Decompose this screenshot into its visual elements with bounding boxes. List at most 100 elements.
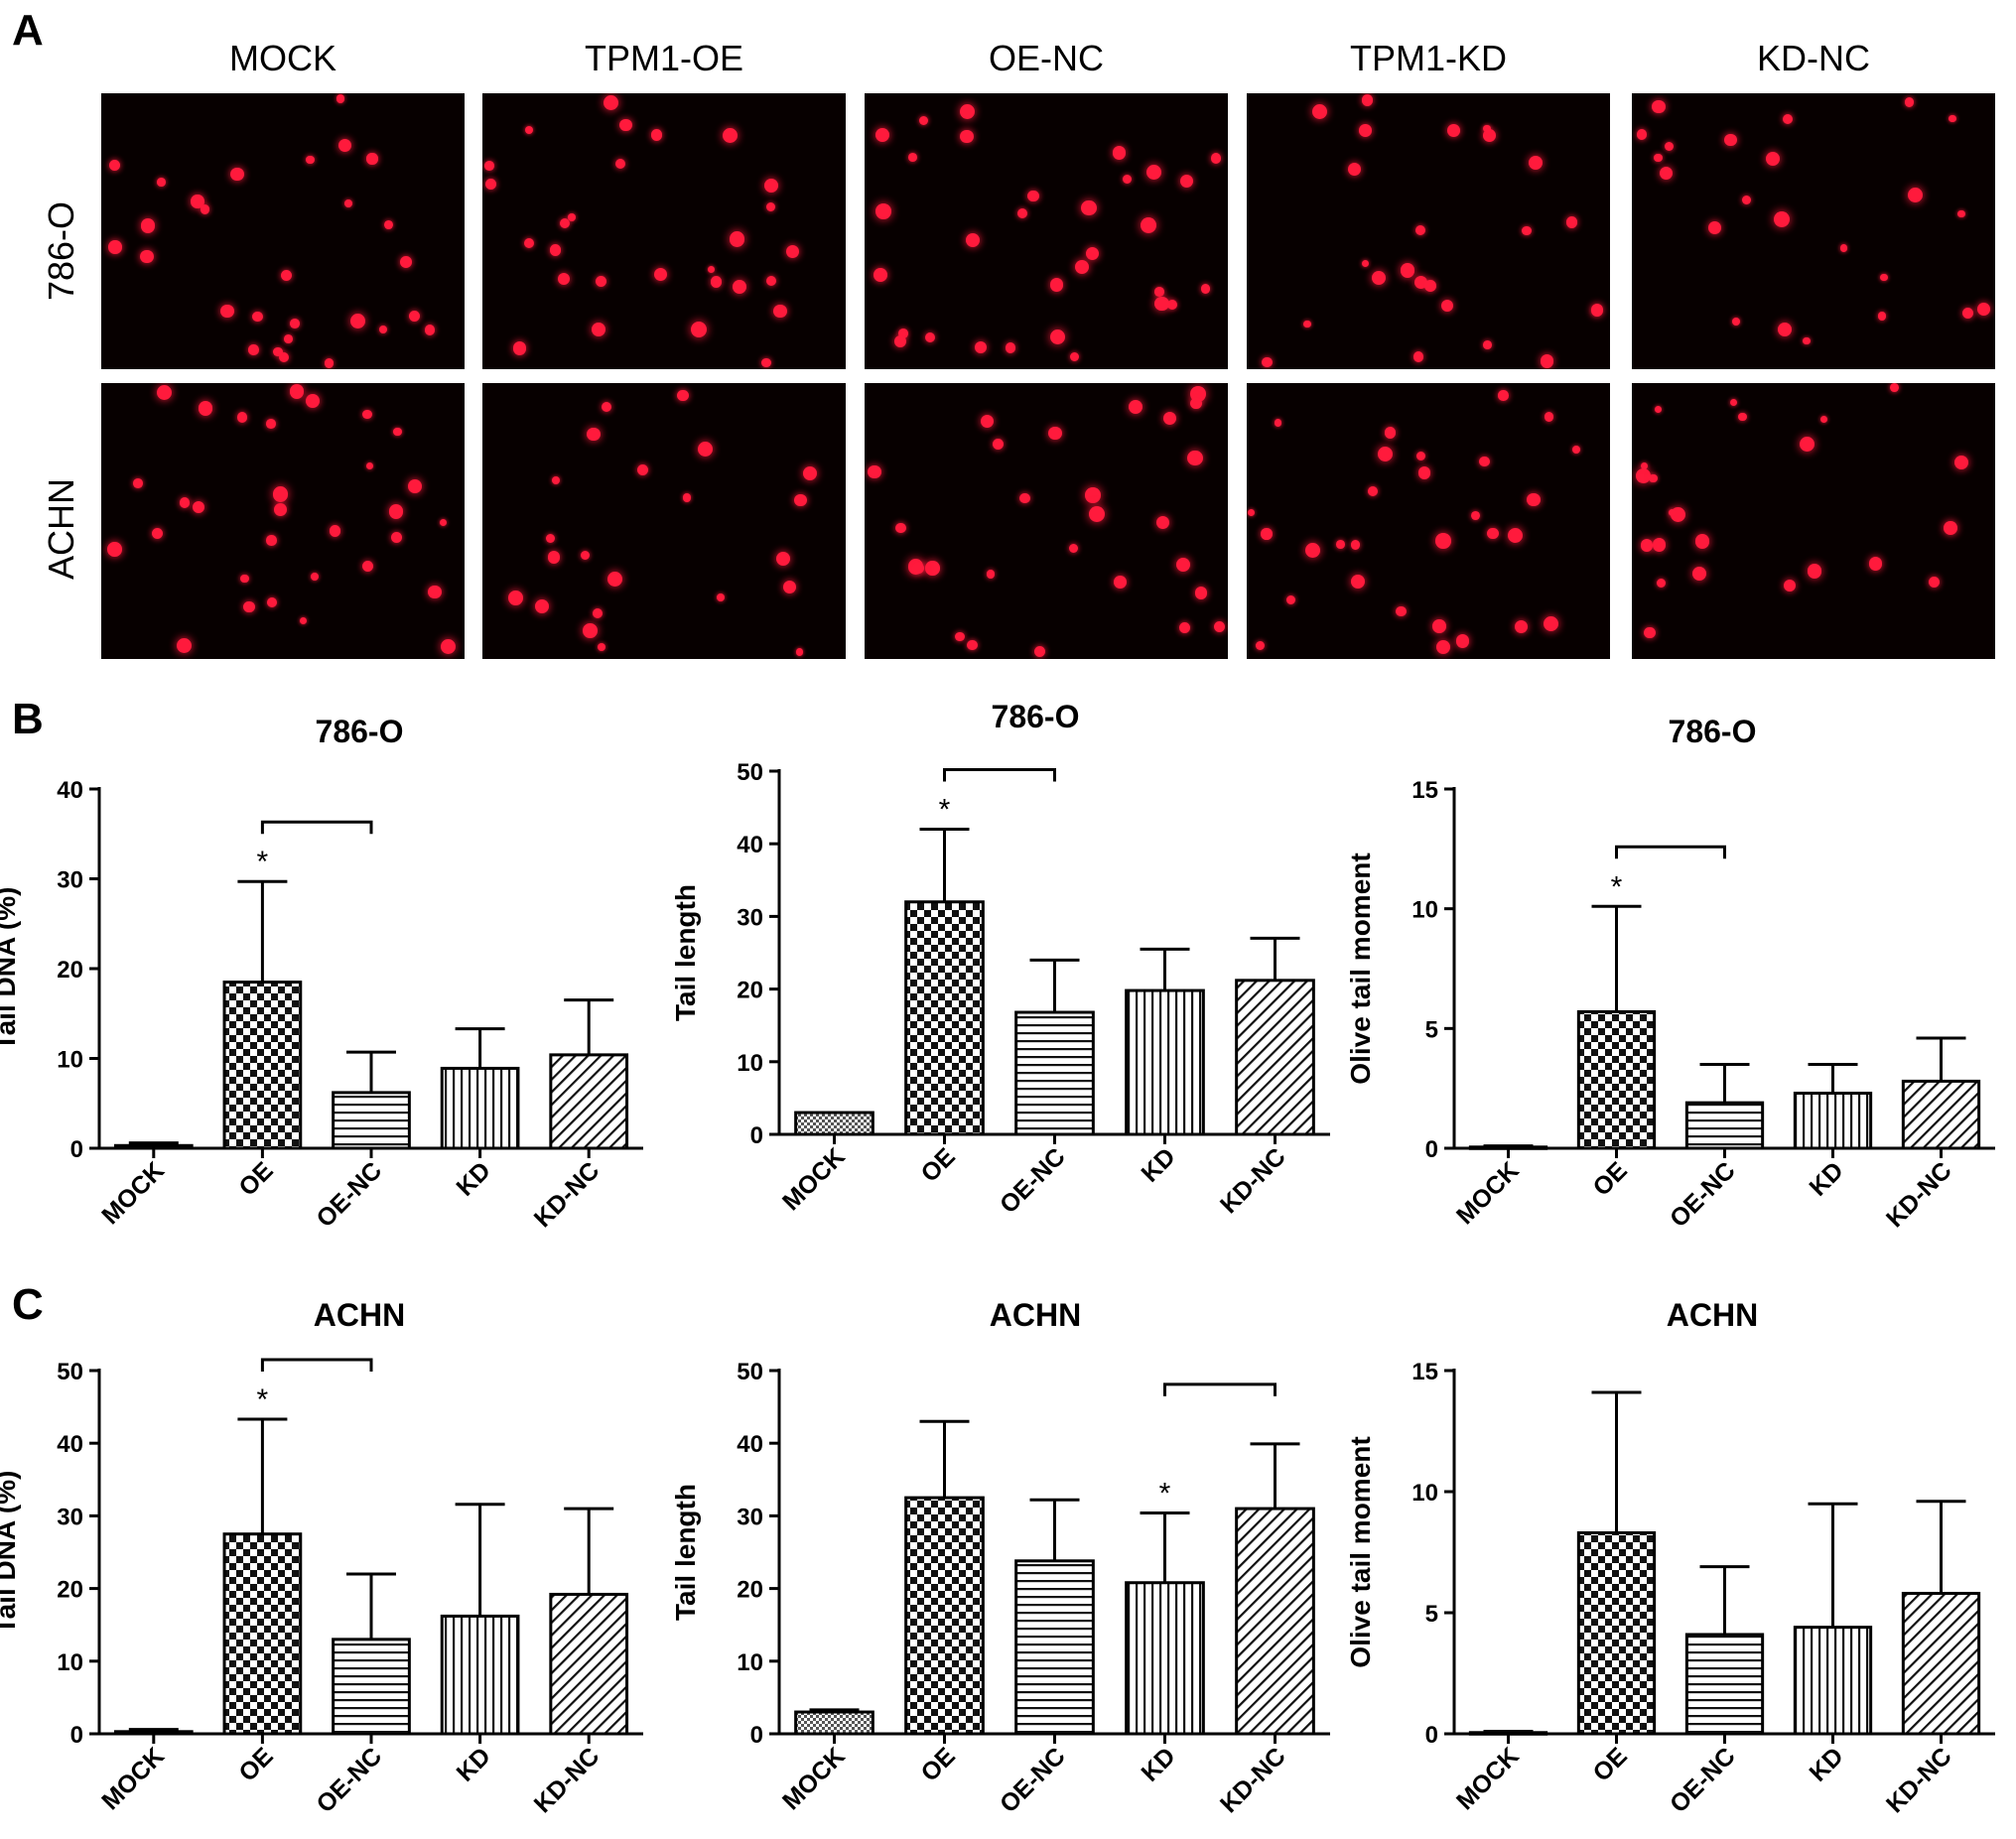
y-tick-label: 15: [1411, 777, 1438, 804]
x-tick-label: MOCK: [777, 1142, 851, 1216]
y-tick-label: 5: [1425, 1016, 1438, 1043]
cell-nucleus: [710, 275, 723, 288]
y-tick-label: 30: [737, 904, 763, 931]
cell-nucleus: [1194, 587, 1208, 599]
cell-nucleus: [336, 94, 344, 103]
cell-nucleus: [508, 590, 524, 605]
cell-nucleus: [1889, 383, 1899, 393]
cell-nucleus: [1880, 274, 1888, 282]
cell-nucleus: [975, 341, 988, 354]
cell-nucleus: [1799, 436, 1814, 452]
column-label-tpm1-oe: TPM1-OE: [584, 38, 743, 78]
cell-nucleus: [157, 178, 166, 187]
cell-nucleus: [1691, 567, 1706, 582]
cell-nucleus: [1155, 515, 1169, 529]
cell-nucleus: [1644, 626, 1656, 639]
cell-nucleus: [1069, 352, 1079, 362]
y-tick-label: 0: [70, 1722, 83, 1749]
x-tick-label: MOCK: [96, 1156, 170, 1230]
cell-nucleus: [1877, 311, 1887, 321]
cell-nucleus: [598, 642, 606, 651]
cell-nucleus: [362, 560, 374, 572]
cell-nucleus: [875, 203, 892, 220]
y-tick-label: 40: [57, 777, 83, 804]
cell-nucleus: [765, 201, 775, 211]
cell-nucleus: [1200, 284, 1211, 294]
cell-nucleus: [1336, 540, 1345, 550]
cell-nucleus: [525, 126, 534, 135]
bar-mock: [113, 1143, 194, 1150]
cell-nucleus: [1953, 455, 1968, 470]
cell-nucleus: [993, 439, 1005, 451]
cell-nucleus: [361, 409, 372, 420]
micrograph-achn-kd-nc: [1632, 383, 1995, 659]
cell-nucleus: [1417, 466, 1431, 479]
cell-nucleus: [1085, 487, 1101, 503]
cell-nucleus: [198, 401, 213, 416]
cell-nucleus: [874, 127, 889, 142]
cell-nucleus: [311, 572, 320, 582]
cell-nucleus: [1707, 221, 1721, 234]
cell-nucleus: [1141, 217, 1157, 234]
y-tick-label: 20: [57, 957, 83, 984]
cell-nucleus: [1636, 129, 1648, 141]
cell-nucleus: [1435, 533, 1451, 549]
cell-nucleus: [1961, 307, 1974, 320]
cell-nucleus: [1655, 405, 1663, 413]
cell-nucleus: [619, 118, 632, 132]
cell-nucleus: [591, 322, 606, 336]
y-axis-label: Tail DNA (%): [0, 887, 21, 1051]
cell-nucleus: [723, 127, 739, 144]
significance-star: *: [1611, 870, 1623, 903]
y-tick-label: 10: [737, 1649, 763, 1676]
cell-nucleus: [289, 384, 304, 399]
cell-nucleus: [151, 527, 164, 539]
bar-oe-nc: [332, 1091, 411, 1150]
bar-kd-nc: [1901, 1591, 1981, 1736]
y-tick-label: 50: [737, 759, 763, 786]
cell-nucleus: [1113, 576, 1127, 589]
bar-mock: [113, 1730, 194, 1736]
significance-bracket: [943, 768, 1056, 782]
cell-nucleus: [1179, 621, 1191, 633]
x-tick-label: KD: [452, 1742, 496, 1786]
panel-a-label: A: [12, 6, 44, 55]
y-tick-label: 5: [1425, 1601, 1438, 1628]
cell-nucleus: [248, 344, 260, 355]
x-tick-label: KD-NC: [1215, 1742, 1291, 1818]
cell-nucleus: [783, 581, 797, 593]
cell-nucleus: [1122, 174, 1133, 185]
cell-nucleus: [177, 638, 193, 654]
chart-title: 786-O: [1669, 714, 1757, 749]
cell-nucleus: [140, 249, 154, 264]
bar-mock: [794, 1710, 874, 1736]
cell-nucleus: [794, 494, 807, 507]
cell-nucleus: [1414, 224, 1425, 235]
cell-nucleus: [1455, 634, 1470, 648]
significance-bracket: [1163, 1382, 1277, 1396]
cell-nucleus: [1483, 125, 1491, 133]
x-tick-label: KD: [1804, 1742, 1848, 1786]
y-tick-label: 20: [737, 1577, 763, 1604]
cell-nucleus: [546, 533, 556, 543]
cell-nucleus: [1724, 133, 1738, 147]
bar-kd: [440, 1066, 520, 1150]
cell-nucleus: [266, 535, 277, 546]
cell-nucleus: [1471, 510, 1481, 520]
cell-nucleus: [1163, 411, 1177, 425]
chart-5: ACHN Tail length 0 10 20 30 40 50 MOCK OE OE-NC KD K…: [670, 1297, 1330, 1818]
micrograph-achn-oe-nc: [865, 383, 1228, 659]
cell-nucleus: [1782, 113, 1794, 125]
chart-3: 786-O Olive tail moment 0 5 10 15 MOCK OE OE-NC K…: [1345, 714, 1995, 1233]
bar-kd: [440, 1614, 520, 1736]
cell-nucleus: [1175, 557, 1190, 572]
cell-nucleus: [683, 493, 692, 502]
cell-nucleus: [1543, 615, 1558, 632]
cell-nucleus: [1166, 299, 1177, 310]
cell-nucleus: [1128, 400, 1142, 415]
x-tick-label: KD-NC: [529, 1742, 605, 1818]
cell-nucleus: [959, 104, 975, 120]
cell-nucleus: [1153, 287, 1164, 298]
cell-nucleus: [1731, 318, 1740, 327]
y-tick-label: 0: [750, 1722, 763, 1749]
